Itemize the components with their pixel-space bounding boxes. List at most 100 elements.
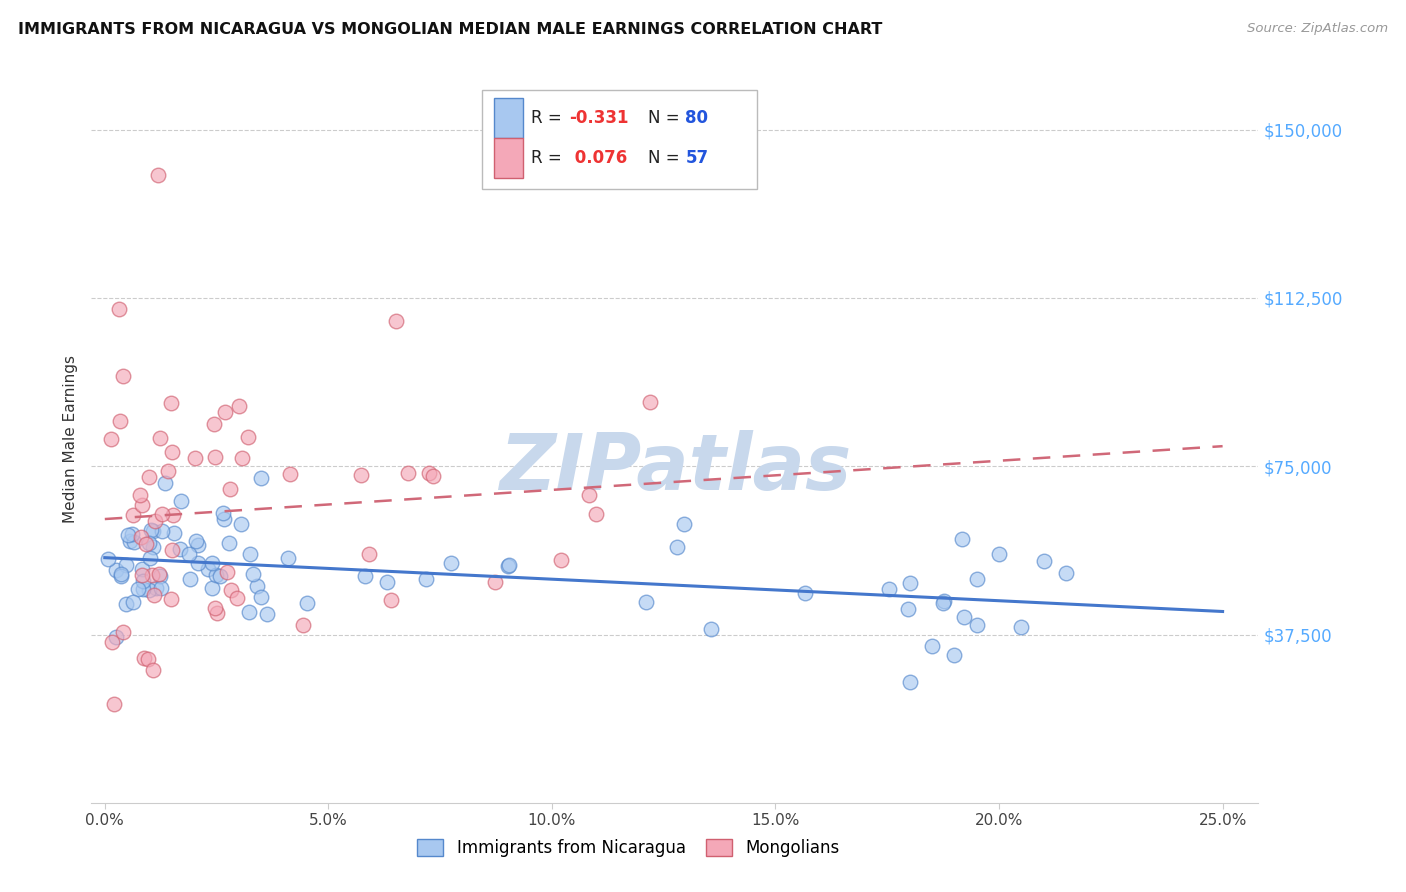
Point — [121, 595, 143, 609]
Point — [110, 567, 132, 582]
Point — [160, 445, 183, 459]
Point — [634, 595, 657, 609]
Point — [131, 568, 153, 582]
Legend: Immigrants from Nicaragua, Mongolians: Immigrants from Nicaragua, Mongolians — [411, 832, 846, 863]
Point — [204, 601, 226, 615]
Point — [150, 524, 173, 538]
Point — [120, 533, 142, 548]
Y-axis label: Median Male Earnings: Median Male Earnings — [63, 355, 79, 524]
Point — [145, 581, 167, 595]
Point — [211, 506, 233, 520]
Point — [292, 617, 315, 632]
Point — [160, 591, 183, 606]
Point — [143, 514, 166, 528]
Point — [415, 572, 437, 586]
Point — [238, 605, 260, 619]
Point — [250, 471, 273, 485]
Point — [163, 526, 186, 541]
Point — [107, 302, 129, 317]
Point — [105, 630, 128, 644]
Point — [131, 562, 153, 576]
Point — [231, 516, 253, 531]
Point — [150, 581, 173, 595]
Point — [898, 576, 921, 591]
Point — [204, 567, 226, 582]
Point — [214, 404, 236, 418]
Point — [877, 582, 900, 597]
Point — [148, 566, 170, 581]
Point — [135, 537, 157, 551]
Point — [418, 466, 440, 480]
Point — [239, 547, 262, 561]
Point — [139, 551, 162, 566]
Point — [231, 450, 253, 465]
Point — [169, 541, 191, 556]
Text: N =: N = — [648, 149, 685, 167]
Point — [122, 534, 145, 549]
Point — [131, 582, 153, 597]
Point — [170, 494, 193, 508]
Point — [966, 572, 988, 586]
Point — [160, 396, 183, 410]
Point — [640, 395, 662, 409]
Point — [149, 431, 172, 445]
Point — [104, 563, 127, 577]
Point — [148, 168, 170, 182]
Point — [250, 590, 273, 604]
Point — [1032, 554, 1054, 568]
Point — [218, 536, 240, 550]
Point — [100, 433, 122, 447]
Point — [349, 468, 371, 483]
Point — [277, 550, 299, 565]
Point — [142, 540, 165, 554]
Text: 80: 80 — [685, 109, 709, 127]
Point — [498, 558, 520, 572]
Point — [236, 430, 259, 444]
Point — [214, 511, 236, 525]
Point — [112, 368, 135, 383]
Point — [177, 547, 200, 561]
Point — [187, 556, 209, 570]
Point — [585, 507, 607, 521]
Text: R =: R = — [531, 149, 568, 167]
Point — [699, 622, 721, 636]
Point — [672, 517, 695, 532]
Point — [160, 543, 183, 558]
Point — [897, 601, 920, 615]
Point — [122, 508, 145, 523]
Point — [219, 583, 242, 598]
FancyBboxPatch shape — [494, 97, 523, 137]
Point — [228, 399, 250, 413]
Point — [142, 524, 165, 538]
Point — [152, 507, 174, 521]
Point — [953, 610, 976, 624]
Text: Source: ZipAtlas.com: Source: ZipAtlas.com — [1247, 22, 1388, 36]
Point — [439, 556, 461, 570]
Point — [396, 467, 419, 481]
Point — [1054, 566, 1077, 581]
Point — [498, 559, 520, 574]
Point — [184, 533, 207, 548]
Point — [157, 464, 180, 478]
Point — [207, 606, 229, 620]
FancyBboxPatch shape — [482, 90, 756, 188]
Text: R =: R = — [531, 109, 568, 127]
Point — [966, 618, 988, 632]
Point — [141, 524, 163, 538]
Point — [246, 579, 269, 593]
Point — [138, 470, 160, 484]
Point — [149, 569, 172, 583]
Point — [197, 561, 219, 575]
Point — [898, 674, 921, 689]
Point — [380, 593, 402, 607]
Text: ZIPatlas: ZIPatlas — [499, 430, 851, 507]
Point — [280, 467, 302, 481]
Point — [793, 585, 815, 599]
Point — [187, 538, 209, 552]
Point — [666, 540, 689, 554]
Point — [162, 508, 184, 523]
Point — [921, 639, 943, 653]
Point — [225, 591, 247, 606]
Point — [132, 574, 155, 588]
Point — [110, 569, 132, 583]
